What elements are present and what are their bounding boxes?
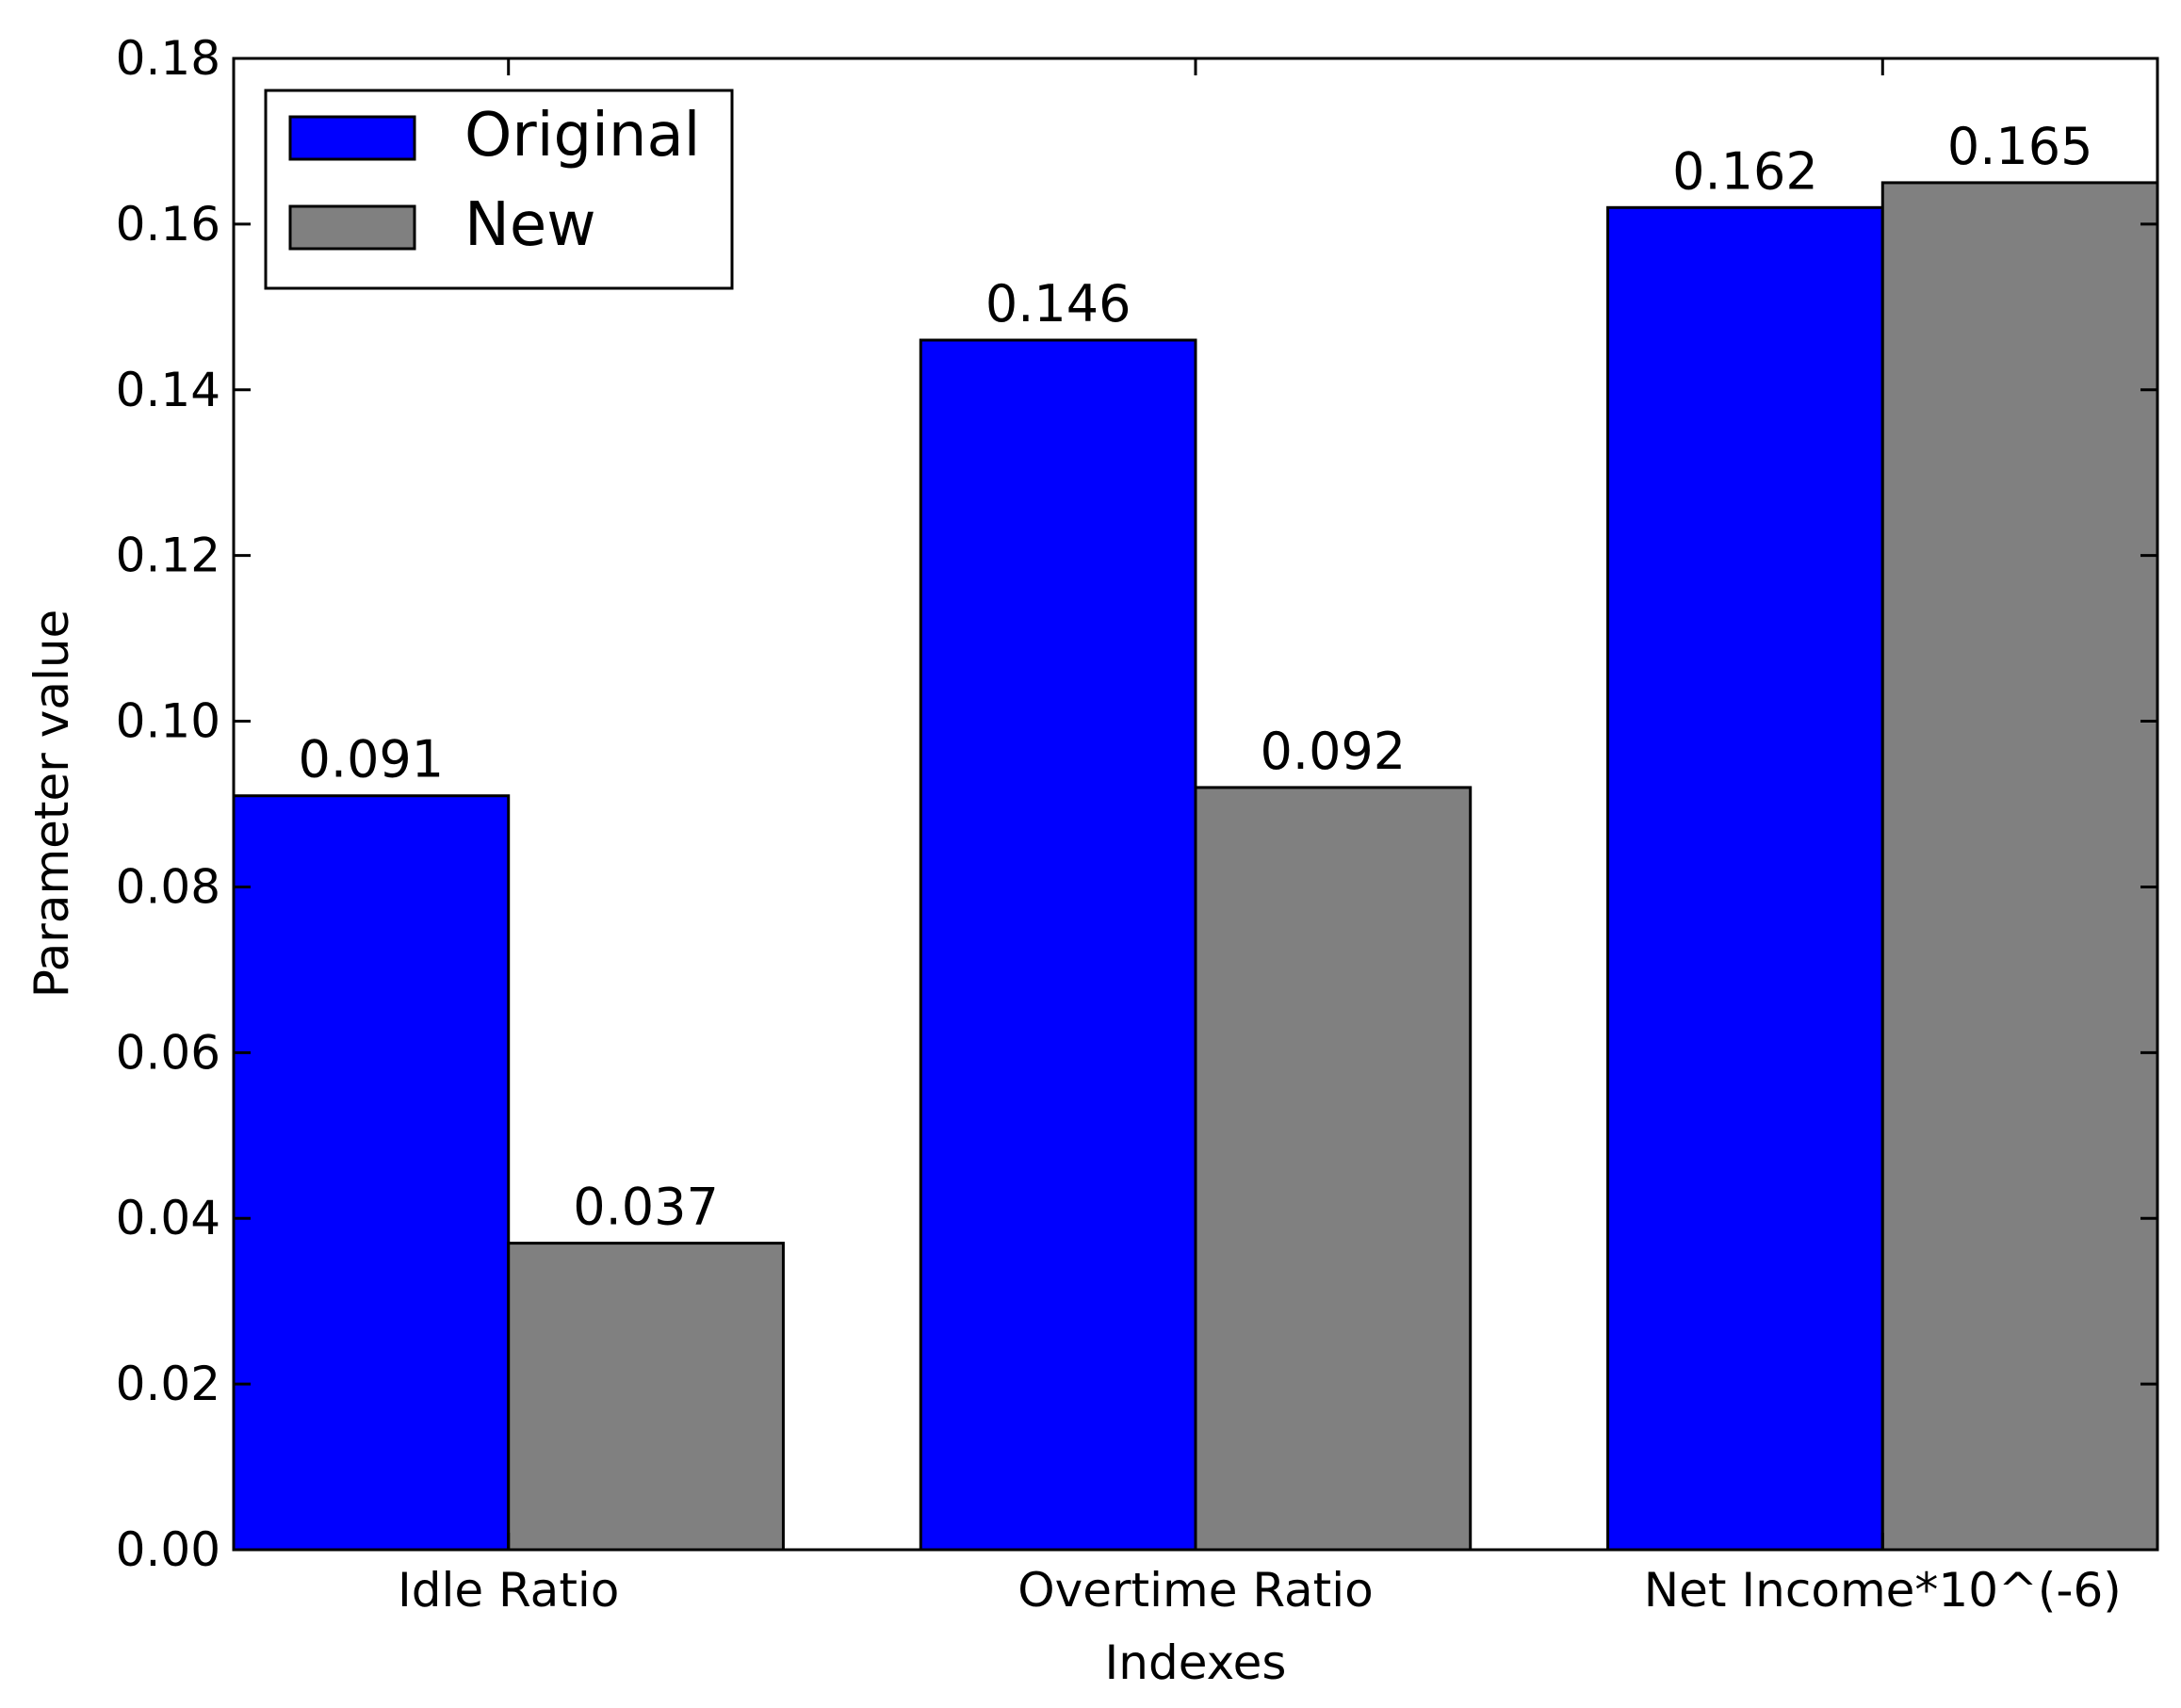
bar-original-2 [1606, 205, 1884, 1552]
y-tick-label: 0.14 [116, 363, 220, 417]
bar-original-0 [232, 794, 511, 1552]
y-tick-label: 0.12 [116, 529, 220, 583]
data-label-original-2: 0.162 [1672, 141, 1818, 201]
legend-swatch-original [288, 115, 416, 161]
bar-new-1 [1194, 786, 1473, 1552]
legend-swatch-new [288, 204, 416, 251]
data-label-original-1: 0.146 [985, 274, 1131, 333]
x-tick-label: Idle Ratio [398, 1563, 619, 1618]
data-label-original-0: 0.091 [299, 730, 445, 789]
bars-layer [232, 181, 2159, 1552]
ticks-layer [234, 57, 2157, 1552]
data-label-new-1: 0.092 [1261, 722, 1407, 781]
bar-original-1 [919, 338, 1197, 1552]
data-label-new-0: 0.037 [573, 1178, 719, 1237]
bar-new-0 [507, 1242, 785, 1552]
legend-label-new: New [464, 190, 596, 260]
y-tick-label: 0.04 [116, 1191, 220, 1245]
y-axis-label: Parameter value [24, 610, 79, 999]
x-axis-label: Indexes [1105, 1635, 1287, 1690]
legend: Original New [264, 89, 734, 290]
x-tick-label: Net Income*10^(-6) [1644, 1563, 2122, 1618]
y-tick-label: 0.18 [116, 31, 220, 86]
plot-frame [232, 57, 2159, 1552]
labels-layer: 0.091 0.146 0.162 0.037 0.092 0.165 0.00 0.02 0.… [116, 31, 2122, 1618]
bar-new-2 [1880, 181, 2159, 1552]
y-tick-label: 0.10 [116, 694, 220, 749]
y-tick-label: 0.16 [116, 197, 220, 252]
y-tick-label: 0.00 [116, 1522, 220, 1577]
x-tick-label: Overtime Ratio [1017, 1563, 1374, 1618]
data-label-new-2: 0.165 [1947, 117, 2093, 176]
y-tick-label: 0.08 [116, 859, 220, 914]
y-tick-label: 0.02 [116, 1357, 220, 1411]
legend-label-original: Original [464, 101, 700, 171]
y-tick-label: 0.06 [116, 1025, 220, 1080]
